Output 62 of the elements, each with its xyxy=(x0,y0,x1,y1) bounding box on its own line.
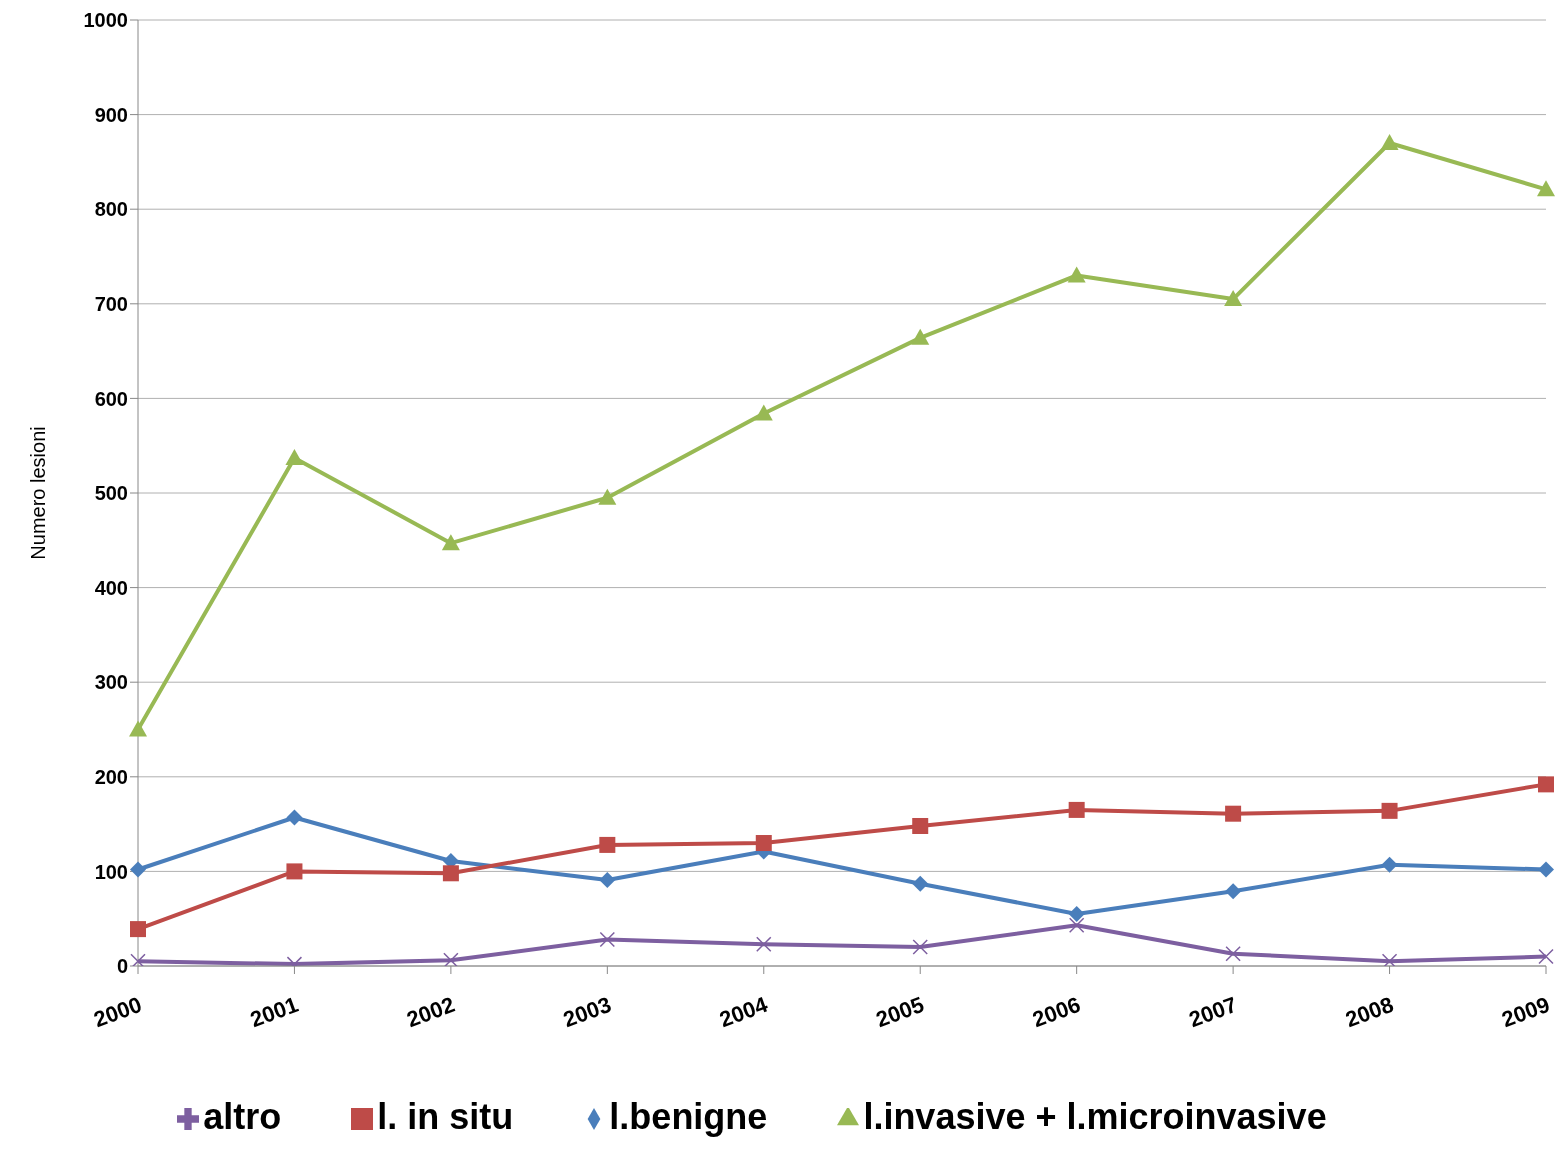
y-tick-label: 500 xyxy=(94,482,128,505)
point xyxy=(1068,905,1085,922)
point xyxy=(286,809,303,826)
x-tick-label: 2001 xyxy=(246,991,302,1033)
x-tick-label: 2008 xyxy=(1342,991,1397,1033)
point xyxy=(1224,290,1243,307)
point xyxy=(442,865,459,882)
x-tick-label: 2005 xyxy=(872,991,928,1033)
legend-label: l.benigne xyxy=(609,1096,768,1137)
y-tick-label: 700 xyxy=(94,292,128,315)
point xyxy=(1381,856,1398,873)
point xyxy=(130,861,146,878)
x-tick-label: 2006 xyxy=(1029,991,1084,1033)
point xyxy=(599,871,616,888)
y-tick-label: 200 xyxy=(94,765,128,788)
point xyxy=(1068,917,1085,934)
x-tick-label: 2000 xyxy=(90,991,146,1033)
point xyxy=(912,875,929,892)
x-tick-label: 2007 xyxy=(1185,991,1241,1033)
point xyxy=(443,952,459,966)
y-tick-label: 800 xyxy=(94,198,128,221)
y-tick-label: 300 xyxy=(94,671,128,694)
y-axis-title: Numero lesioni xyxy=(27,426,50,560)
point xyxy=(756,936,772,952)
point xyxy=(1225,945,1241,962)
point xyxy=(911,328,930,345)
y-tick-label: 0 xyxy=(116,955,128,978)
point xyxy=(1381,953,1398,966)
point xyxy=(754,404,773,421)
point xyxy=(912,939,928,955)
point xyxy=(912,817,929,834)
point xyxy=(1067,266,1086,283)
point xyxy=(130,921,146,938)
point xyxy=(1538,948,1554,965)
point xyxy=(129,720,147,737)
y-tick-label: 100 xyxy=(94,860,128,883)
point xyxy=(1225,883,1242,900)
legend-label: l. in situ xyxy=(377,1096,514,1137)
point xyxy=(1068,801,1085,818)
y-tick-label: 900 xyxy=(94,103,128,126)
point xyxy=(286,863,303,880)
point xyxy=(755,835,772,852)
point xyxy=(598,488,617,505)
point xyxy=(599,931,616,948)
point xyxy=(1380,133,1399,150)
point xyxy=(1538,776,1554,793)
point xyxy=(1537,180,1555,197)
legend-label: l.invasive + l.microinvasive xyxy=(863,1096,1327,1137)
x-tick-label: 2003 xyxy=(559,991,615,1033)
point xyxy=(285,449,304,465)
x-tick-label: 2004 xyxy=(716,991,772,1033)
point xyxy=(441,534,460,551)
y-tick-label: 600 xyxy=(94,387,128,410)
x-tick-label: 2009 xyxy=(1498,991,1554,1033)
legend-label: altro xyxy=(203,1096,282,1137)
point xyxy=(599,836,616,853)
point xyxy=(1538,861,1554,878)
x-tick-label: 2002 xyxy=(403,991,458,1033)
point xyxy=(1225,805,1242,822)
point xyxy=(1381,802,1398,819)
y-tick-label: 1000 xyxy=(83,9,128,32)
y-tick-label: 400 xyxy=(94,576,128,599)
